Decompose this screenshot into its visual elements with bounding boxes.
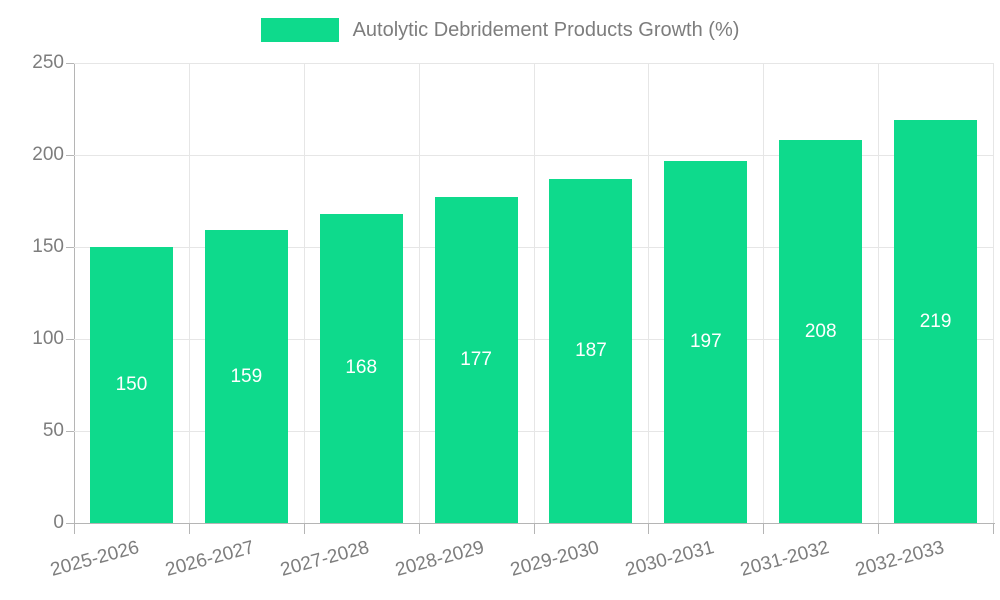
x-tick-mark (188, 523, 190, 534)
v-gridline (878, 63, 880, 523)
bar[interactable]: 150 (89, 247, 173, 523)
bar-value-label: 150 (115, 374, 148, 395)
bar-value-label: 219 (919, 310, 952, 332)
v-gridline (303, 63, 305, 523)
x-tick-mark (303, 523, 305, 534)
bar-value-label: 208 (804, 320, 837, 342)
x-axis-line (74, 523, 995, 524)
y-tick-label: 100 (32, 328, 64, 349)
x-tick-mark (418, 523, 420, 534)
x-tick-mark (74, 523, 75, 534)
bar[interactable]: 208 (779, 140, 863, 523)
x-tick-mark (878, 523, 880, 534)
y-tick-mark (66, 63, 74, 64)
y-axis-line (74, 63, 75, 534)
bar[interactable]: 197 (664, 160, 748, 523)
bar[interactable]: 219 (894, 120, 978, 523)
v-gridline (533, 63, 535, 523)
y-tick-mark (66, 431, 74, 432)
y-tick-label: 250 (32, 52, 64, 73)
bar-value-label: 168 (345, 357, 378, 379)
bar[interactable]: 187 (549, 178, 633, 523)
bar-value-label: 159 (230, 365, 263, 387)
x-tick-mark (993, 523, 994, 534)
bar-value-label: 187 (575, 339, 607, 361)
y-tick-label: 200 (32, 144, 64, 165)
y-tick-label: 150 (32, 236, 64, 257)
x-tick-mark (533, 523, 535, 534)
y-tick-mark (66, 339, 74, 340)
y-tick-mark (66, 523, 74, 524)
v-gridline (188, 63, 190, 523)
y-tick-label: 0 (53, 512, 64, 533)
y-tick-mark (66, 155, 74, 156)
y-tick-label: 50 (42, 420, 64, 441)
y-tick-mark (66, 247, 74, 248)
legend-label: Autolytic Debridement Products Growth (%… (352, 18, 740, 41)
v-gridline (993, 63, 994, 523)
v-gridline (763, 63, 765, 523)
bar-value-label: 197 (689, 330, 722, 352)
bar-value-label: 177 (460, 349, 492, 371)
chart-legend[interactable]: Autolytic Debridement Products Growth (%… (0, 18, 1000, 42)
v-gridline (418, 63, 420, 523)
v-gridline (648, 63, 650, 523)
x-tick-mark (648, 523, 650, 534)
bar[interactable]: 168 (319, 213, 403, 523)
plot-area: 150 159 168 177 187 197 208 219 (74, 63, 994, 523)
bar[interactable]: 177 (434, 197, 518, 523)
legend-swatch[interactable] (260, 18, 339, 42)
x-tick-mark (763, 523, 765, 534)
bar[interactable]: 159 (204, 230, 288, 523)
